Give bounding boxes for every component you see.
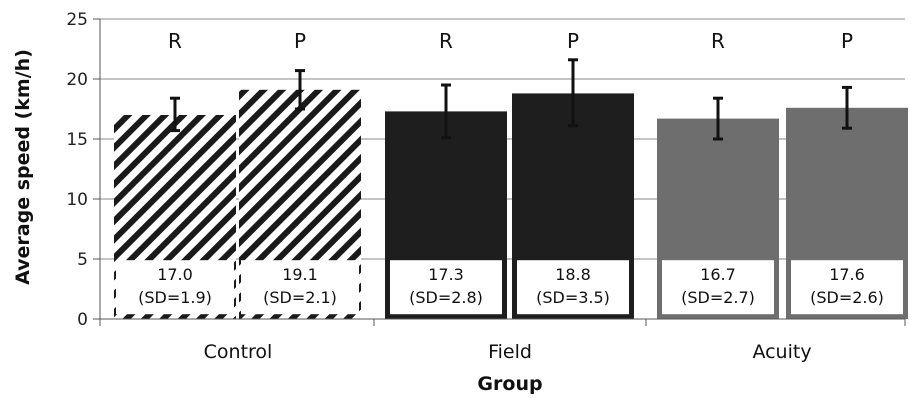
y-axis-title: Average speed (km/h) (12, 49, 34, 285)
x-axis-title: Group (477, 373, 542, 395)
data-label-value: 17.6 (829, 265, 865, 284)
data-label-sd: (SD=3.5) (536, 288, 610, 307)
data-label-value: 17.3 (428, 265, 464, 284)
category-label: Acuity (752, 341, 811, 363)
category-label: Field (488, 341, 532, 363)
data-label-value: 16.7 (700, 265, 736, 284)
condition-label: R (711, 29, 725, 53)
data-label-value: 18.8 (555, 265, 591, 284)
data-label-sd: (SD=2.8) (409, 288, 483, 307)
condition-label: P (294, 29, 306, 53)
condition-label: P (567, 29, 579, 53)
condition-label: P (841, 29, 853, 53)
data-label-value: 19.1 (282, 265, 318, 284)
condition-label: R (168, 29, 182, 53)
data-label-value: 17.0 (157, 265, 193, 284)
data-label-box (517, 260, 629, 315)
bars: 17.0 (SD=1.9) R 19.1 (SD=2.1) P 17.3 (SD=2.8) R 1… (114, 29, 908, 320)
data-label-box (241, 260, 359, 315)
data-label-box (791, 260, 903, 315)
data-label-box (390, 260, 502, 315)
y-tick-label: 5 (77, 250, 88, 270)
y-tick-label: 25 (66, 10, 88, 30)
data-label-box (662, 260, 774, 315)
data-label-sd: (SD=2.1) (263, 288, 337, 307)
data-label-sd: (SD=2.7) (681, 288, 755, 307)
y-tick-label: 0 (77, 310, 88, 330)
data-label-box (116, 260, 234, 315)
condition-label: R (439, 29, 453, 53)
y-tick-label: 15 (66, 130, 88, 150)
y-tick-label: 20 (66, 70, 88, 90)
data-label-sd: (SD=2.6) (810, 288, 884, 307)
axes: 0 5 10 15 20 25 Control Field Acuity (66, 10, 906, 363)
category-label: Control (204, 341, 273, 363)
y-tick-label: 10 (66, 190, 88, 210)
data-label-sd: (SD=1.9) (138, 288, 212, 307)
